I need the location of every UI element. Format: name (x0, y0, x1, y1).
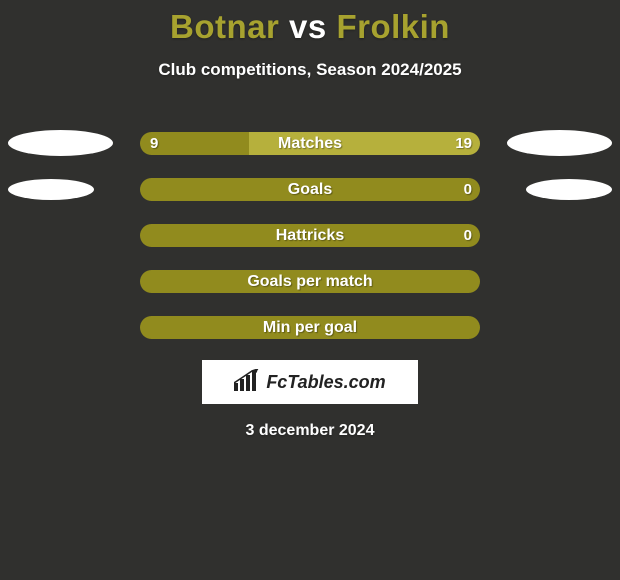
ellipse-right (507, 130, 612, 156)
bar-value-left: 9 (150, 132, 158, 155)
bar-right-fill (249, 132, 480, 155)
stat-row: Goals per match (0, 258, 620, 304)
ellipse-left (8, 179, 94, 200)
bar-track (140, 132, 480, 155)
logo-box[interactable]: FcTables.com (202, 360, 418, 404)
title-player-a: Botnar (170, 8, 279, 45)
footer-date: 3 december 2024 (0, 422, 620, 440)
bar-track (140, 270, 480, 293)
ellipse-left (8, 130, 113, 156)
container: Botnar vs Frolkin Club competitions, Sea… (0, 0, 620, 580)
bar-value-right: 0 (464, 224, 472, 247)
title-player-b: Frolkin (336, 8, 450, 45)
ellipse-right (526, 179, 612, 200)
bar-left-fill (140, 224, 480, 247)
stat-row: Min per goal (0, 304, 620, 350)
chart-bars-icon (234, 369, 260, 396)
bar-value-right: 19 (455, 132, 472, 155)
subtitle: Club competitions, Season 2024/2025 (0, 60, 620, 80)
bar-left-fill (140, 178, 480, 201)
stat-row: Hattricks0 (0, 212, 620, 258)
stat-row: Matches919 (0, 120, 620, 166)
stats-section: Matches919Goals0Hattricks0Goals per matc… (0, 120, 620, 350)
stat-row: Goals0 (0, 166, 620, 212)
logo-text: FcTables.com (266, 372, 385, 393)
bar-left-fill (140, 316, 480, 339)
title-vs: vs (289, 8, 327, 45)
bar-value-right: 0 (464, 178, 472, 201)
page-title: Botnar vs Frolkin (0, 8, 620, 46)
bar-track (140, 224, 480, 247)
bar-track (140, 316, 480, 339)
bar-left-fill (140, 270, 480, 293)
bar-track (140, 178, 480, 201)
